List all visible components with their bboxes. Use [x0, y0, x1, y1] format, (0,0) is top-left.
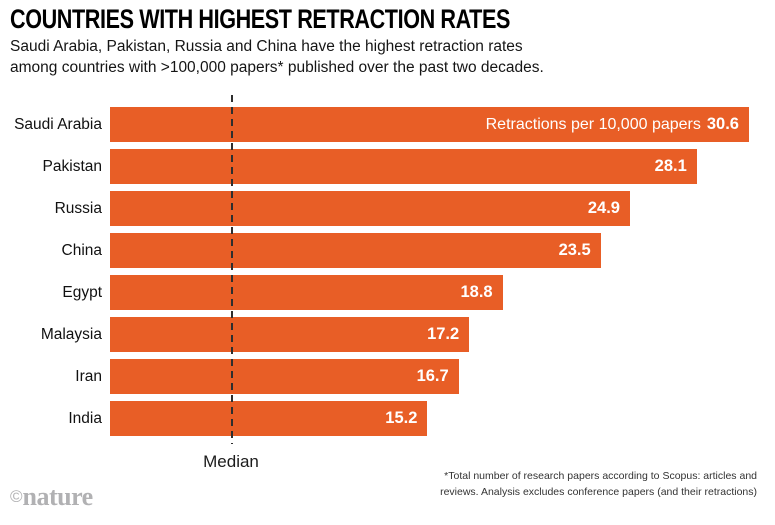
bar-value: 17.2: [427, 325, 460, 343]
subtitle-line-1: Saudi Arabia, Pakistan, Russia and China…: [10, 38, 523, 55]
bar-row: India 15.2: [0, 401, 775, 436]
country-label: Russia: [54, 199, 102, 217]
footnote-line-1: *Total number of research papers accordi…: [444, 470, 757, 482]
bar-row: Malaysia 17.2: [0, 317, 775, 352]
bar-row: China 23.5: [0, 233, 775, 268]
median-label: Median: [203, 452, 259, 471]
subtitle-line-2: among countries with >100,000 papers* pu…: [10, 59, 544, 76]
retraction-bar: Retractions per 10,000 papers 30.6: [110, 107, 749, 142]
bar-row: Russia 24.9: [0, 191, 775, 226]
country-label: China: [61, 241, 103, 259]
bar-row: Iran 16.7: [0, 359, 775, 394]
retraction-bar: 17.2: [110, 317, 470, 352]
chart-title: COUNTRIES WITH HIGHEST RETRACTION RATES: [10, 4, 510, 34]
bar-value: 24.9: [587, 199, 620, 217]
nature-wordmark: nature: [22, 482, 94, 511]
country-label: Malaysia: [40, 325, 102, 343]
retraction-bar: 24.9: [110, 191, 630, 226]
retraction-bar: 28.1: [110, 149, 697, 184]
bar-chart: Saudi Arabia Retractions per 10,000 paper…: [0, 107, 775, 443]
bar-annotation: Retractions per 10,000 papers: [485, 115, 701, 133]
chart-subtitle: Saudi Arabia, Pakistan, Russia and China…: [10, 36, 544, 78]
nature-logo: ©nature: [10, 482, 93, 512]
country-label: Egypt: [62, 283, 102, 301]
bar-value: 16.7: [416, 367, 449, 385]
bar-value: 15.2: [385, 409, 418, 427]
country-label: Saudi Arabia: [14, 115, 102, 133]
bar-value: 30.6: [706, 115, 739, 133]
bar-row: Egypt 18.8: [0, 275, 775, 310]
footnote: *Total number of research papers accordi…: [440, 468, 757, 500]
retraction-bar: 23.5: [110, 233, 601, 268]
country-label: Iran: [75, 367, 102, 385]
copyright-symbol: ©: [10, 487, 23, 506]
retraction-bar: 16.7: [110, 359, 459, 394]
bar-value: 28.1: [654, 157, 687, 175]
footnote-line-2: reviews. Analysis excludes conference pa…: [440, 486, 757, 498]
bar-value: 18.8: [460, 283, 493, 301]
retraction-bar: 15.2: [110, 401, 428, 436]
country-label: Pakistan: [42, 157, 102, 175]
country-label: India: [68, 409, 102, 427]
bar-row: Saudi Arabia Retractions per 10,000 paper…: [0, 107, 775, 142]
retraction-bar: 18.8: [110, 275, 503, 310]
median-dashed-line: [231, 95, 233, 444]
bar-row: Pakistan 28.1: [0, 149, 775, 184]
bar-value: 23.5: [558, 241, 591, 259]
